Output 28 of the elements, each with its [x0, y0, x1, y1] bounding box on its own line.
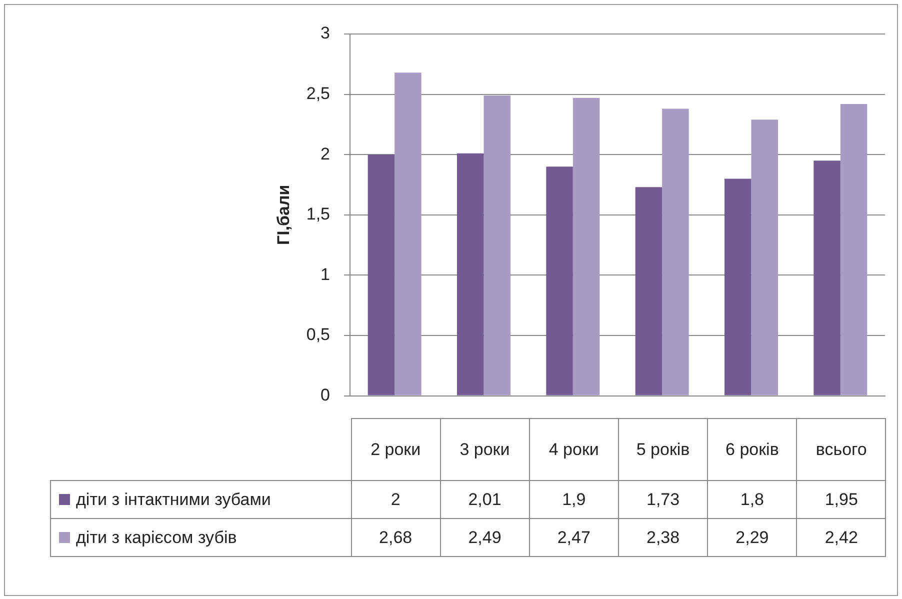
data-label: 2	[351, 480, 440, 518]
x-tick-label: 4 роки	[529, 418, 618, 480]
data-label: 1,95	[796, 480, 886, 518]
y-tick-label: 3	[320, 24, 330, 43]
y-tick-label: 2,5	[306, 84, 330, 103]
data-label: 2,49	[440, 518, 530, 556]
y-tick-label: 2	[320, 144, 330, 164]
y-tick-label: 1,5	[306, 204, 330, 224]
data-label: 1,8	[708, 480, 797, 518]
data-label: 2,29	[708, 518, 797, 556]
x-tick-label: 6 років	[708, 418, 797, 480]
y-tick-label: 1	[320, 264, 330, 284]
x-tick-label: 5 років	[618, 418, 708, 480]
data-label: 2,47	[529, 518, 618, 556]
y-tick-label: 0,5	[306, 325, 330, 344]
x-tick-label: 3 роки	[440, 418, 530, 480]
data-label: 2,68	[351, 518, 440, 556]
x-tick-label: всього	[796, 418, 886, 480]
data-label: 1,73	[618, 480, 708, 518]
data-label: 2,42	[796, 518, 886, 556]
data-label: 2,01	[440, 480, 530, 518]
data-label: 1,9	[529, 480, 618, 518]
x-tick-label: 2 роки	[351, 418, 440, 480]
legend-label: діти з інтактними зубами	[50, 480, 351, 518]
data-label: 2,38	[618, 518, 708, 556]
legend-label: діти з карієсом зубів	[50, 518, 351, 556]
y-tick-label: 0	[320, 385, 330, 404]
y-axis-title: ГІ,бали	[274, 184, 293, 246]
